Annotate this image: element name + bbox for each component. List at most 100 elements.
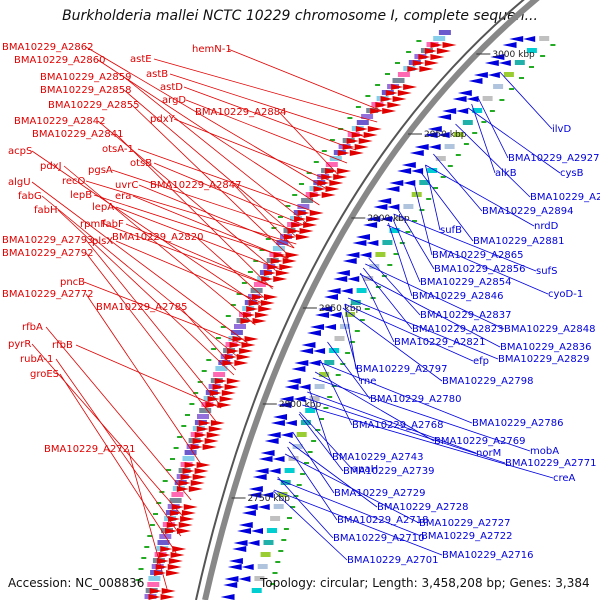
leader-line (131, 104, 290, 257)
feature-band (324, 360, 335, 365)
reverse-gene-arrow (241, 510, 256, 516)
forward-gene-arrow (243, 312, 256, 318)
forward-gene-arrow (375, 102, 388, 108)
leader-line (85, 252, 217, 423)
leader-line (312, 377, 531, 452)
gc-tick (270, 583, 276, 585)
leader-line (393, 213, 537, 272)
reverse-gene-arrow (347, 276, 360, 282)
feature-band (184, 450, 197, 455)
forward-gene-arrow (209, 390, 222, 396)
feature-band (356, 120, 369, 125)
gene-label-mid: fabF (102, 219, 124, 230)
forward-gene-arrow (412, 60, 425, 66)
leader-line (169, 73, 366, 138)
leader-line (344, 303, 474, 362)
gene-label-right: BMA10229_A2821 (394, 337, 485, 348)
leader-line (299, 411, 353, 470)
leader-line (327, 341, 371, 400)
forward-gene-arrow (221, 390, 236, 396)
gene-label-mid: BMA10229_A2785 (96, 302, 187, 313)
forward-gene-arrow (306, 216, 321, 222)
feature-band (361, 114, 374, 119)
feature-band (169, 498, 182, 503)
gc-tick (197, 381, 203, 383)
forward-gene-arrow (240, 318, 253, 324)
gc-tick (300, 473, 306, 475)
feature-band (284, 468, 295, 473)
gene-label-right: norM (476, 448, 501, 459)
forward-gene-arrow (380, 96, 393, 102)
forward-gene-arrow (149, 588, 162, 594)
reverse-gene-arrow (366, 240, 379, 246)
feature-band (514, 60, 525, 65)
gene-label-right: BMA10229_A2701 (347, 555, 438, 566)
leader-line (284, 453, 420, 524)
forward-gene-arrow (299, 228, 314, 234)
reverse-gene-arrow (473, 72, 488, 78)
feature-band (253, 282, 266, 287)
forward-gene-arrow (285, 252, 300, 258)
leader-line (420, 171, 474, 242)
gc-tick (241, 282, 247, 284)
gene-label-right: BMA10229_A2769 (434, 436, 525, 447)
reverse-gene-arrow (387, 204, 400, 210)
feature-band (157, 540, 170, 545)
gc-tick (259, 249, 265, 251)
gene-label-mid: astB (146, 69, 168, 80)
leader-line (57, 209, 235, 376)
gc-tick (247, 271, 253, 273)
forward-gene-arrow (164, 528, 177, 534)
feature-band (462, 120, 473, 125)
forward-gene-arrow (442, 42, 457, 48)
gc-tick (211, 348, 217, 350)
leader-line (85, 180, 297, 245)
gc-tick (290, 506, 296, 508)
gc-tick (177, 436, 183, 438)
gc-tick (215, 337, 221, 339)
gene-label-mid: pgsA (88, 165, 113, 176)
forward-gene-arrow (317, 180, 330, 186)
gc-tick (162, 480, 168, 482)
gc-tick (550, 44, 556, 46)
leader-line (273, 490, 348, 561)
feature-band (230, 330, 243, 335)
feature-band (257, 564, 268, 569)
forward-gene-arrow (309, 192, 322, 198)
feature-band (314, 384, 325, 389)
forward-gene-arrow (188, 486, 203, 492)
leader-line (93, 194, 289, 259)
forward-gene-arrow (229, 342, 242, 348)
reverse-gene-arrow (502, 42, 517, 48)
gc-tick (271, 227, 277, 229)
feature-band (296, 432, 307, 437)
feature-band (215, 366, 228, 371)
forward-gene-arrow (385, 90, 398, 96)
leader-line (153, 58, 378, 123)
forward-gene-arrow (252, 318, 267, 324)
reverse-gene-arrow (401, 162, 416, 168)
leader-line (307, 391, 477, 454)
reverse-gene-arrow (340, 288, 353, 294)
feature-band (260, 552, 271, 557)
gene-label-right: BMA10229_A2837 (420, 310, 511, 321)
leader-line (298, 413, 344, 472)
reverse-gene-arrow (294, 360, 309, 366)
reverse-gene-arrow (286, 378, 301, 384)
leader-line (179, 306, 236, 371)
leader-line (396, 207, 435, 270)
gene-label-right: apaH (352, 464, 378, 475)
gene-label-mid: pdxY (150, 114, 176, 125)
gc-tick (201, 370, 207, 372)
reverse-gene-arrow (284, 384, 299, 390)
reverse-gene-arrow (270, 420, 285, 426)
gc-tick (472, 132, 478, 134)
gc-tick (265, 238, 271, 240)
reverse-gene-arrow (284, 420, 297, 426)
reverse-gene-arrow (310, 324, 325, 330)
gc-tick (153, 513, 158, 515)
feature-band (182, 456, 195, 461)
reverse-gene-arrow (248, 486, 263, 492)
leader-line (302, 404, 554, 479)
gene-label-left: BMA10229_A2792 (2, 248, 93, 259)
